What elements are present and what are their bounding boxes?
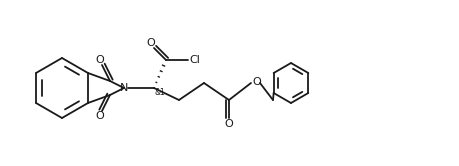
Text: O: O bbox=[224, 119, 233, 129]
Text: O: O bbox=[252, 77, 261, 87]
Text: O: O bbox=[95, 55, 104, 65]
Text: Cl: Cl bbox=[190, 55, 201, 65]
Text: &1: &1 bbox=[155, 87, 166, 96]
Text: O: O bbox=[146, 38, 155, 48]
Text: O: O bbox=[95, 111, 104, 121]
Text: N: N bbox=[120, 83, 128, 93]
